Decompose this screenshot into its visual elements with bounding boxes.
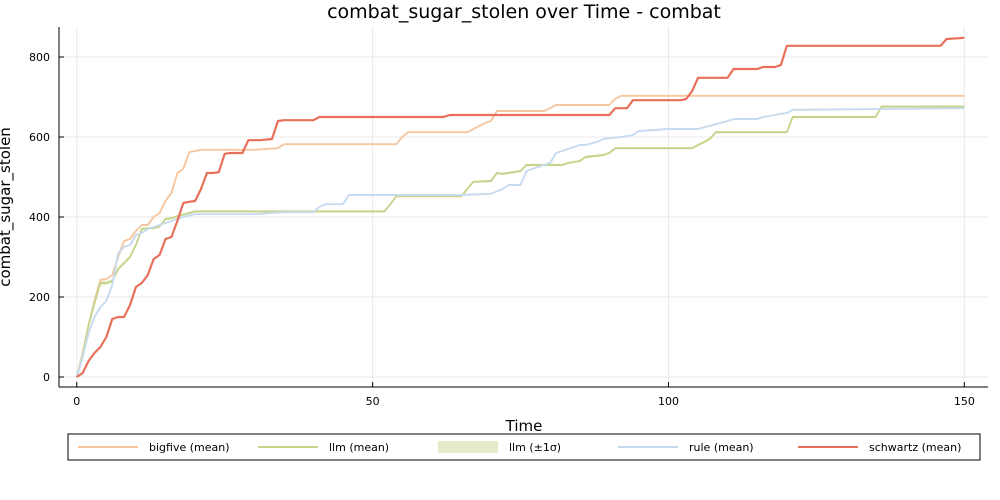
x-tick-label: 100: [658, 395, 679, 408]
series-line-3: [75, 107, 965, 378]
y-tick-label: 400: [29, 211, 50, 224]
y-tick-label: 200: [29, 291, 50, 304]
y-tick-label: 600: [29, 131, 50, 144]
legend: bigfive (mean) llm (mean) llm (±1σ) rule…: [67, 433, 981, 461]
y-tick-label: 800: [29, 51, 50, 64]
series-line-1: [75, 105, 965, 378]
chart-title: combat_sugar_stolen over Time - combat: [327, 1, 721, 23]
series-line-0: [75, 94, 965, 378]
legend-label-llm-band: llm (±1σ): [509, 441, 561, 454]
legend-swatch-llm-band: [438, 441, 498, 453]
grid: [59, 27, 988, 387]
x-axis-title: Time: [505, 417, 543, 435]
series-lines: [75, 36, 965, 378]
y-axis-title: combat_sugar_stolen: [0, 127, 15, 287]
series-line-4: [76, 36, 965, 378]
series-band-2: [76, 105, 965, 378]
y-tick-label: 0: [43, 371, 50, 384]
x-tick-label: 150: [954, 395, 975, 408]
legend-label-bigfive: bigfive (mean): [149, 441, 230, 454]
legend-label-schwartz: schwartz (mean): [869, 441, 961, 454]
x-tick-label: 0: [73, 395, 80, 408]
x-tick-label: 50: [366, 395, 380, 408]
axes: 0 50 100 150 0 200 400 600 800: [29, 27, 988, 408]
legend-label-llm-mean: llm (mean): [329, 441, 389, 454]
std-bands: [76, 105, 965, 378]
legend-label-rule: rule (mean): [689, 441, 754, 454]
